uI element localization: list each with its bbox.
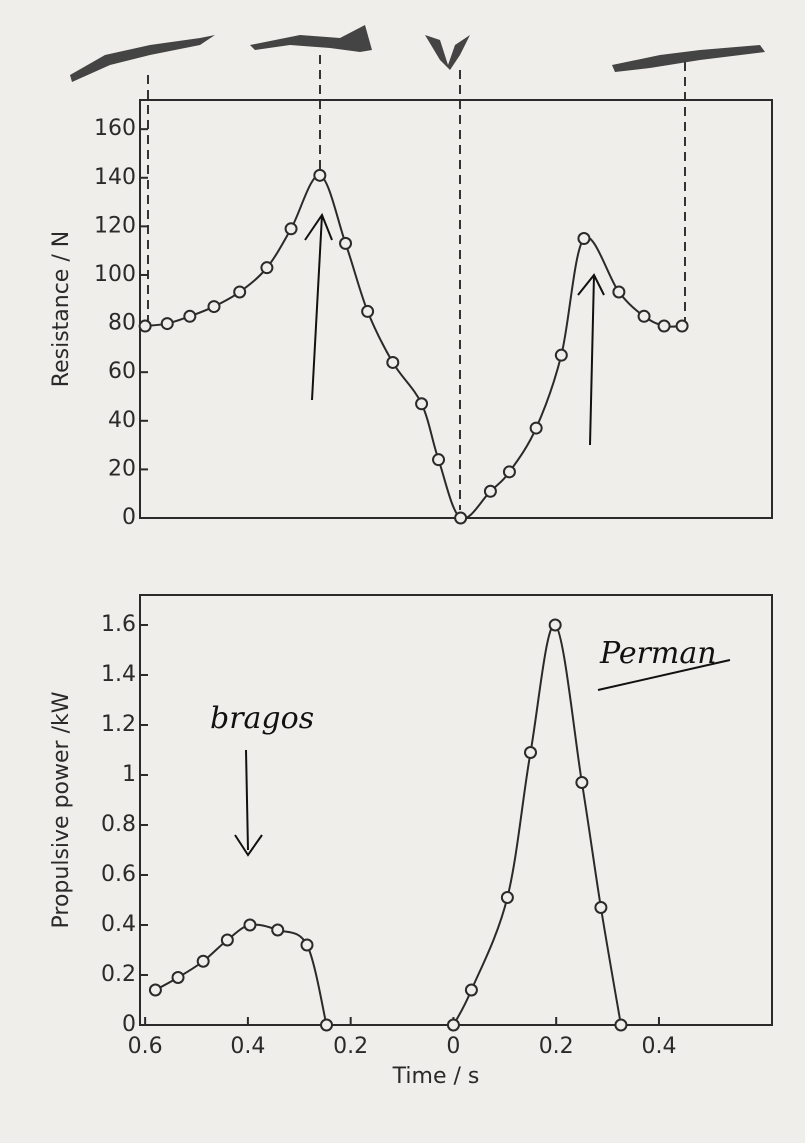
y-tick-label: 160 xyxy=(94,116,136,141)
data-point xyxy=(675,319,689,333)
data-point xyxy=(637,309,651,323)
y-tick-label: 100 xyxy=(94,262,136,287)
data-point xyxy=(454,511,468,525)
data-point xyxy=(657,319,671,333)
y-tick-label: 0 xyxy=(122,505,136,530)
handwritten-arrows xyxy=(234,212,731,857)
y-tick-label: 140 xyxy=(94,165,136,190)
data-point xyxy=(614,1018,628,1032)
data-point xyxy=(207,300,221,314)
data-point xyxy=(320,1018,334,1032)
data-point xyxy=(432,453,446,467)
data-point xyxy=(524,746,538,759)
data-point xyxy=(446,1018,460,1032)
data-point xyxy=(577,232,591,246)
x-tick-label: 0 xyxy=(446,1034,460,1059)
data-point xyxy=(554,348,568,362)
y-tick-label: 1.2 xyxy=(101,712,136,737)
data-point xyxy=(361,304,375,318)
data-point xyxy=(220,933,234,947)
data-point xyxy=(233,285,247,299)
stroke-phase-lines xyxy=(147,55,686,510)
data-point xyxy=(196,954,210,968)
annotation: Perman xyxy=(599,636,717,671)
swimmers xyxy=(70,25,765,82)
y-tick-label: 0.8 xyxy=(101,812,136,837)
y-tick-label: 0 xyxy=(122,1012,136,1037)
data-point xyxy=(271,923,285,937)
y-tick-label: 1.6 xyxy=(101,612,136,637)
x-tick-label: 0.2 xyxy=(333,1034,368,1059)
data-point xyxy=(464,983,478,997)
data-point xyxy=(594,901,608,914)
data-point xyxy=(160,317,174,331)
data-point xyxy=(575,776,589,789)
data-point xyxy=(138,319,152,333)
y-axis-label: Propulsive power /kW xyxy=(49,691,74,928)
data-point xyxy=(500,891,514,904)
y-tick-label: 20 xyxy=(108,456,136,481)
y-tick-label: 40 xyxy=(108,408,136,433)
data-point xyxy=(529,421,543,435)
y-tick-label: 60 xyxy=(108,359,136,384)
data-point xyxy=(386,355,400,369)
data-point xyxy=(612,285,626,299)
x-tick-label: 0.4 xyxy=(230,1034,265,1059)
data-point xyxy=(300,938,314,952)
x-tick-label: 0.2 xyxy=(539,1034,574,1059)
data-point xyxy=(415,397,429,411)
data-point xyxy=(483,484,497,498)
data-point xyxy=(502,465,516,479)
y-tick-label: 1.4 xyxy=(101,662,136,687)
data-point xyxy=(284,222,298,236)
y-tick-label: 0.4 xyxy=(101,912,136,937)
data-point xyxy=(548,618,562,632)
x-axis-label: Time / s xyxy=(392,1064,480,1089)
x-tick-label: 0.4 xyxy=(641,1034,676,1059)
data-point xyxy=(313,168,327,182)
data-point xyxy=(339,236,353,250)
data-point xyxy=(243,918,257,932)
y-tick-label: 1 xyxy=(122,762,136,787)
y-tick-label: 80 xyxy=(108,311,136,336)
data-line xyxy=(452,623,622,1026)
y-tick-label: 0.2 xyxy=(101,962,136,987)
y-tick-label: 0.6 xyxy=(101,862,136,887)
data-point xyxy=(148,983,162,997)
y-tick-label: 120 xyxy=(94,213,136,238)
data-point xyxy=(260,261,274,275)
annotation: bragos xyxy=(210,701,314,736)
data-point xyxy=(171,971,185,984)
y-axis-label: Resistance / N xyxy=(49,231,74,387)
data-point xyxy=(183,309,197,323)
x-tick-label: 0.6 xyxy=(128,1034,163,1059)
